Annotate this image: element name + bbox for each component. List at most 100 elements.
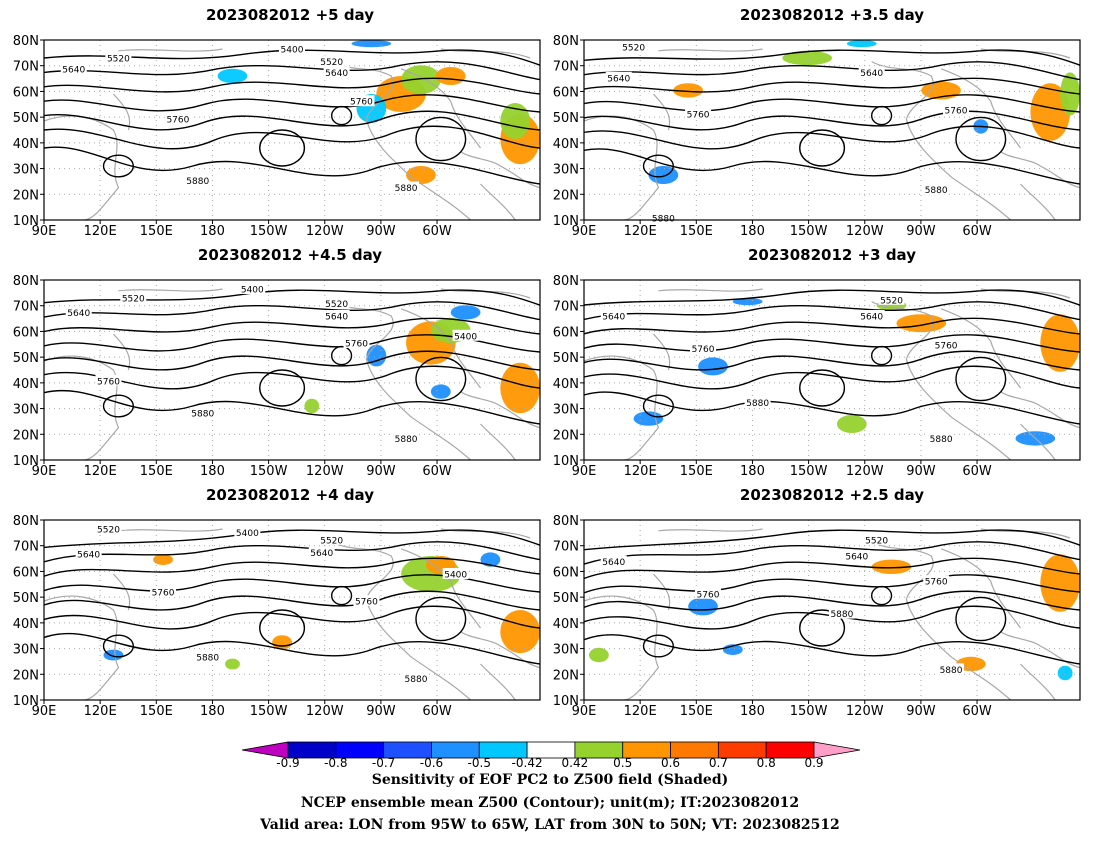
contour-label: 5640 — [77, 551, 100, 561]
contour-label-bg — [318, 533, 345, 545]
contour-label: 5520 — [622, 44, 645, 54]
sensitivity-shade — [1060, 72, 1080, 116]
sensitivity-shade — [1040, 314, 1080, 372]
coastline — [118, 528, 223, 532]
lat-tick-label: 40N — [13, 617, 39, 632]
z500-contour — [43, 557, 541, 577]
map-panel-plus-4-day: 5520 5400 5520 5640 5640 5400 5760 5760 5880 5880… — [13, 514, 541, 719]
sensitivity-shade — [698, 357, 728, 376]
sensitivity-shade — [450, 305, 481, 320]
contour-label: 5520 — [107, 55, 130, 65]
colorbar-tick-label: -0.9 — [276, 756, 300, 770]
contour-label-bg — [239, 283, 266, 294]
lon-tick-label: 150W — [790, 224, 828, 239]
z500-contour — [583, 574, 1081, 594]
contour-label-bg — [403, 672, 429, 684]
contour-label-bg — [75, 548, 102, 560]
lon-tick-label: 90W — [906, 704, 936, 719]
contour-label: 5880 — [191, 410, 214, 420]
sensitivity-shade — [304, 398, 320, 414]
sensitivity-shade — [688, 597, 718, 616]
colorbar-tick-label: 0.6 — [660, 756, 681, 770]
z500-contour — [583, 49, 1081, 66]
contour-label: 5520 — [325, 300, 348, 310]
z500-contour — [43, 125, 541, 150]
coastline — [400, 308, 481, 389]
lat-tick-label: 50N — [13, 351, 39, 366]
contour-label-bg — [452, 329, 479, 341]
contour-label: 5640 — [845, 553, 868, 563]
contour-label: 5760 — [355, 598, 378, 608]
contour-label: 5760 — [935, 341, 958, 351]
lon-tick-label: 60W — [962, 224, 992, 239]
contour-label-bg — [442, 568, 469, 579]
lon-tick-label: 90W — [906, 224, 936, 239]
lon-tick-label: 180 — [740, 224, 765, 239]
sensitivity-shade — [836, 415, 867, 433]
contour-label: 5640 — [602, 558, 625, 568]
contour-label: 5640 — [607, 74, 630, 84]
z500-contour — [583, 590, 1081, 611]
lat-tick-label: 20N — [13, 428, 39, 443]
colorbar-tick-label: 0.7 — [708, 756, 728, 770]
contour-label-bg — [95, 523, 122, 534]
z500-contour — [583, 557, 1081, 580]
z500-contour — [43, 590, 541, 611]
coastline — [940, 308, 1021, 389]
lon-tick-label: 60W — [422, 464, 452, 479]
z500-closed-contour — [259, 609, 306, 647]
coastline — [940, 548, 1021, 629]
contour-label: 5880 — [830, 610, 853, 620]
colorbar-tick-label: 0.9 — [804, 756, 824, 770]
contour-label: 5760 — [345, 340, 368, 350]
coastline — [1020, 423, 1056, 461]
coastline — [118, 288, 223, 292]
lon-tick-label: 150E — [680, 224, 713, 239]
lon-tick-label: 90W — [366, 224, 396, 239]
lon-tick-label: 180 — [200, 464, 225, 479]
sensitivity-shade — [351, 40, 392, 48]
colorbar-tick-label: -0.8 — [324, 756, 348, 770]
contour-label-bg — [184, 174, 211, 186]
lon-tick-label: 180 — [740, 464, 765, 479]
coastline — [583, 595, 660, 701]
lat-tick-label: 20N — [13, 668, 39, 683]
contour-label: 5880 — [395, 435, 418, 445]
lon-tick-label: 150E — [680, 704, 713, 719]
coastline — [1020, 183, 1056, 221]
coastline — [331, 61, 472, 221]
contour-label-bg — [605, 71, 632, 83]
lat-tick-label: 80N — [553, 514, 579, 529]
contour-label: 5520 — [320, 536, 343, 546]
colorbar-tick-label: -0.7 — [371, 756, 396, 770]
lat-tick-label: 70N — [553, 540, 579, 555]
contour-label-bg — [933, 338, 960, 350]
coastline — [400, 548, 481, 629]
sensitivity-shade — [1030, 83, 1071, 141]
coastline — [652, 573, 671, 611]
lat-tick-label: 30N — [13, 643, 39, 658]
sensitivity-shade — [1040, 554, 1080, 612]
lat-tick-label: 10N — [13, 694, 39, 709]
contour-label-bg — [65, 306, 92, 318]
contour-label: 5400 — [454, 332, 477, 342]
lon-tick-label: 90E — [32, 224, 57, 239]
contour-label-bg — [650, 212, 677, 224]
colorbar-tick-label: -0.42 — [511, 756, 543, 770]
lat-tick-label: 40N — [553, 377, 579, 392]
z500-closed-contour — [955, 116, 1007, 162]
map-panel-plus-2-5-day: 5520 5640 5640 5760 5760 5880 5880 80N 70N 60N 50N… — [553, 514, 1081, 719]
lon-tick-label: 120W — [846, 224, 884, 239]
lon-tick-label: 90E — [572, 704, 597, 719]
contour-label: 5880 — [196, 653, 219, 663]
lon-tick-label: 120E — [624, 704, 657, 719]
z500-closed-contour — [259, 369, 306, 407]
coastline — [480, 183, 516, 221]
z500-closed-contour — [870, 585, 893, 606]
lon-tick-label: 90E — [32, 464, 57, 479]
contour-label-bg — [690, 342, 717, 354]
colorbar-tick-label: 0.8 — [756, 756, 776, 770]
z500-contour — [583, 125, 1081, 150]
z500-contour — [583, 317, 1081, 335]
coastline — [583, 355, 660, 461]
